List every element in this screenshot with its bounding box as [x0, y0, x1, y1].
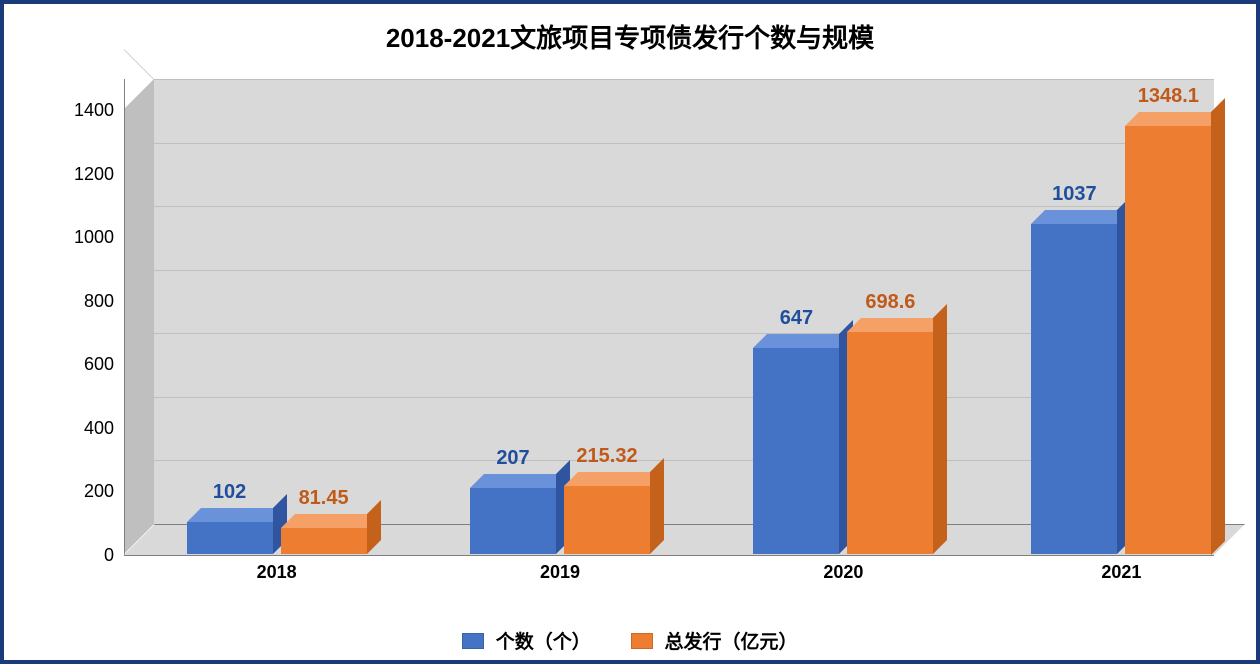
- y-tick-label: 400: [44, 418, 114, 439]
- bar: [847, 332, 933, 554]
- legend: 个数（个） 总发行（亿元）: [4, 627, 1256, 654]
- gridline: [154, 79, 1214, 80]
- value-label: 1037: [1011, 183, 1137, 206]
- y-tick-label: 1400: [44, 100, 114, 121]
- chart-title: 2018-2021文旅项目专项债发行个数与规模: [4, 18, 1256, 55]
- legend-item-0: 个数（个）: [462, 627, 590, 654]
- value-label: 1348.1: [1105, 85, 1231, 108]
- y-tick-label: 800: [44, 291, 114, 312]
- x-tick-label: 2021: [1061, 562, 1181, 583]
- legend-swatch-1: [631, 633, 653, 649]
- bar: [281, 528, 367, 554]
- y-tick-label: 1200: [44, 164, 114, 185]
- x-tick-label: 2019: [500, 562, 620, 583]
- side-wall: [124, 79, 154, 554]
- value-label: 215.32: [544, 445, 670, 468]
- x-tick-label: 2020: [783, 562, 903, 583]
- bar: [753, 348, 839, 554]
- bar: [1031, 224, 1117, 554]
- gridline: [154, 143, 1214, 144]
- y-tick-label: 0: [44, 545, 114, 566]
- y-tick-label: 600: [44, 354, 114, 375]
- chart-frame: 2018-2021文旅项目专项债发行个数与规模 0200400600800100…: [0, 0, 1260, 664]
- legend-swatch-0: [462, 633, 484, 649]
- y-tick-label: 200: [44, 481, 114, 502]
- x-tick-label: 2018: [217, 562, 337, 583]
- bar: [564, 486, 650, 554]
- bar: [1125, 126, 1211, 555]
- y-axis-line: [124, 79, 125, 554]
- legend-label-0: 个数（个）: [496, 632, 591, 653]
- bar: [187, 522, 273, 554]
- y-tick-label: 1000: [44, 227, 114, 248]
- plot-area: 0200400600800100012001400201810281.45201…: [124, 109, 1214, 554]
- value-label: 81.45: [261, 487, 387, 510]
- legend-item-1: 总发行（亿元）: [631, 627, 797, 654]
- legend-label-1: 总发行（亿元）: [665, 632, 798, 653]
- bar: [470, 488, 556, 554]
- value-label: 698.6: [827, 291, 953, 314]
